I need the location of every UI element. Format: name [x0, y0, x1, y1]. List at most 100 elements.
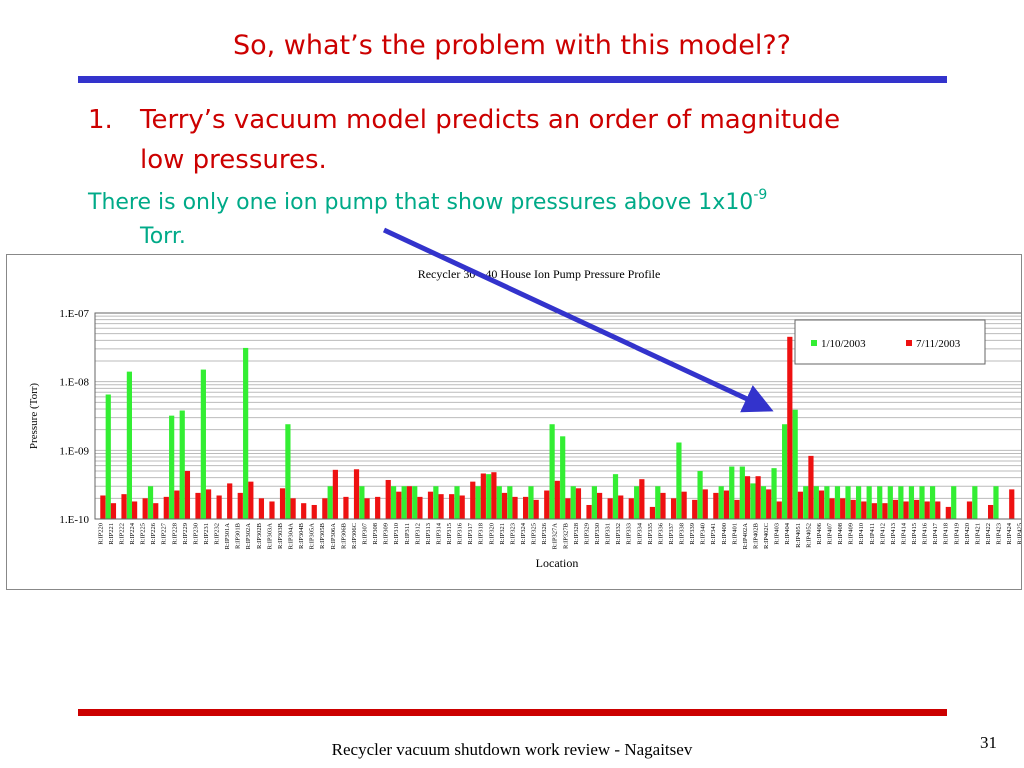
x-tick-label: R:IP425 — [1017, 523, 1021, 545]
x-tick-label: R:IP306C — [351, 523, 358, 549]
bar-series2 — [449, 494, 455, 519]
x-tick-label: R:IP402A — [742, 523, 749, 550]
bar-series1 — [718, 486, 724, 519]
bar-series2 — [628, 498, 634, 519]
bar-series2 — [480, 473, 486, 519]
x-tick-label: R:IP4052 — [805, 523, 812, 548]
bar-series2 — [861, 501, 867, 519]
legend-label-1: 1/10/2003 — [821, 338, 866, 350]
sub-point: There is only one ion pump that show pre… — [88, 186, 928, 254]
x-tick-label: R:IP409 — [848, 523, 855, 545]
y-tick-label: 1.E-09 — [59, 445, 89, 457]
bar-series2 — [787, 336, 793, 519]
x-tick-label: R:IP421 — [974, 523, 981, 545]
bar-series2 — [797, 491, 803, 519]
x-tick-label: R:IP341 — [710, 523, 717, 545]
bar-series2 — [438, 494, 444, 519]
x-tick-label: R:IP304B — [298, 522, 305, 549]
bar-series1 — [179, 410, 185, 519]
bar-series2 — [343, 496, 349, 519]
x-tick-label: R:IP329 — [583, 523, 590, 545]
bar-series1 — [243, 347, 249, 519]
x-tick-label: R:IP220 — [97, 523, 104, 545]
bar-series1 — [433, 486, 439, 519]
bar-series1 — [359, 486, 365, 519]
bar-series1 — [475, 486, 481, 519]
bar-series1 — [147, 486, 154, 519]
bar-series2 — [871, 503, 877, 519]
bar-series2 — [491, 472, 497, 519]
x-tick-label: R:IP328 — [573, 523, 580, 545]
bar-series2 — [808, 455, 814, 519]
bar-series1 — [591, 486, 597, 519]
bar-series2 — [523, 496, 529, 519]
x-tick-label: R:IP340 — [700, 523, 707, 545]
bar-series1 — [803, 486, 809, 519]
x-tick-label: R:IP311 — [404, 523, 411, 544]
bar-series1 — [549, 424, 555, 519]
x-tick-label: R:IP334 — [636, 522, 643, 544]
x-tick-label: R:IP232 — [214, 523, 221, 545]
bar-series2 — [840, 498, 846, 519]
x-tick-label: R:IP321 — [499, 523, 506, 545]
bullet-item-1: 1. Terry’s vacuum model predicts an orde… — [88, 100, 848, 180]
bar-series1 — [655, 486, 661, 519]
bar-series1 — [919, 486, 925, 519]
bar-series1 — [929, 486, 936, 519]
x-tick-label: R:IP332 — [615, 523, 622, 545]
x-tick-label: R:IP420 — [964, 523, 971, 545]
x-tick-label: R:IP418 — [943, 523, 950, 545]
x-tick-label: R:IP415 — [911, 523, 918, 545]
x-tick-label: R:IP304A — [288, 523, 295, 550]
bar-series2 — [935, 501, 941, 519]
bar-series1 — [813, 486, 819, 519]
x-tick-label: R:IP225 — [140, 523, 147, 545]
bar-series1 — [390, 486, 397, 519]
bar-series1 — [951, 486, 957, 519]
bar-series1 — [412, 486, 418, 519]
bar-series2 — [723, 490, 730, 519]
bar-series1 — [697, 471, 703, 519]
x-tick-label: R:IP4051 — [795, 523, 802, 548]
bar-series2 — [596, 492, 603, 519]
bar-series2 — [332, 469, 338, 519]
bar-series2 — [565, 498, 571, 519]
legend-box — [794, 319, 986, 365]
bar-series1 — [507, 486, 513, 519]
x-tick-label: R:IP339 — [689, 523, 696, 545]
x-tick-label: R:IP422 — [985, 523, 992, 545]
x-tick-label: R:IP410 — [858, 523, 865, 545]
x-tick-label: R:IP406 — [816, 522, 823, 544]
bar-series2 — [586, 504, 592, 519]
bar-series1 — [739, 466, 745, 519]
bar-series2 — [311, 504, 317, 519]
bar-series2 — [649, 506, 656, 519]
bar-series2 — [163, 496, 169, 519]
top-rule — [78, 76, 947, 83]
bar-series2 — [892, 499, 899, 519]
x-tick-label: R:IP222 — [118, 523, 125, 545]
x-tick-label: R:IP230 — [192, 523, 199, 545]
chart-title: Recycler 30 - 40 House Ion Pump Pressure… — [418, 267, 661, 281]
bar-series2 — [375, 496, 381, 519]
bar-series2 — [258, 498, 265, 519]
x-tick-label: R:IP338 — [679, 523, 686, 545]
bar-series1 — [401, 486, 407, 519]
bar-series2 — [121, 494, 127, 519]
bar-series1 — [845, 486, 851, 519]
x-tick-label: R:IP333 — [626, 523, 633, 545]
x-tick-label: R:IP315 — [446, 523, 453, 545]
bar-series2 — [734, 499, 740, 519]
legend: 1/10/2003 7/11/2003 — [794, 319, 986, 365]
bar-series2 — [174, 490, 180, 519]
x-tick-label: R:IP323 — [509, 523, 516, 545]
x-tick-label: R:IP327A — [552, 523, 559, 550]
x-tick-label: R:IP302A — [245, 523, 252, 550]
bar-series1 — [887, 486, 893, 519]
x-tick-label: R:IP404 — [784, 522, 791, 544]
bar-series2 — [850, 499, 856, 519]
bar-series2 — [205, 489, 212, 519]
bar-series1 — [285, 424, 291, 519]
x-tick-label: R:IP317 — [467, 522, 474, 544]
bar-series2 — [1009, 489, 1015, 519]
